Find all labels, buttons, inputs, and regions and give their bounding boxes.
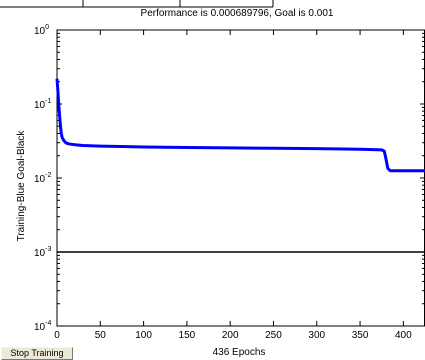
top-frame-lines — [0, 0, 274, 8]
y-tick-label: 10-1 — [34, 98, 51, 111]
y-tick-label: 100 — [34, 24, 49, 37]
x-tick-label: 100 — [135, 330, 152, 341]
x-tick-label: 150 — [179, 330, 196, 341]
x-tick-label: 50 — [95, 330, 107, 341]
y-tick-label: 10-2 — [34, 172, 51, 185]
axes-box — [56, 29, 425, 327]
stop-training-button[interactable]: Stop Training — [1, 347, 73, 360]
x-tick-label: 200 — [222, 330, 239, 341]
y-tick-label: 10-4 — [34, 320, 51, 333]
x-tick-label: 350 — [352, 330, 369, 341]
training-performance-line — [55, 78, 425, 173]
axes-frame — [56, 29, 425, 327]
x-tick-label: 0 — [54, 330, 60, 341]
y-axis-ticks: 10-4 10-3 10-2 10-1 100 — [34, 24, 425, 333]
x-tick-label: 250 — [265, 330, 282, 341]
series-layer — [55, 78, 425, 253]
x-axis-ticks: 0 50 100 150 200 250 300 350 400 — [54, 30, 412, 341]
x-axis-label: 436 Epochs — [213, 347, 266, 358]
x-tick-label: 400 — [395, 330, 412, 341]
y-axis-label: Training-Blue Goal-Black — [16, 130, 27, 242]
chart-title: Performance is 0.000689796, Goal is 0.00… — [141, 8, 334, 19]
x-tick-label: 300 — [308, 330, 325, 341]
y-tick-label: 10-3 — [34, 246, 51, 259]
